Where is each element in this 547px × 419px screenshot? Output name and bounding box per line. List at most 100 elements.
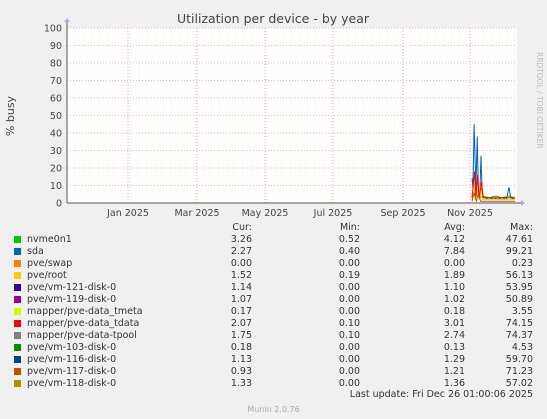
legend-max-value: 59.70 [505,354,533,365]
legend-swatch [14,296,21,303]
y-axis-label: % busy [4,95,17,136]
series-line-pve-vm-117-disk-0 [471,192,515,204]
legend-series-name: mapper/pve-data_tmeta [27,306,143,317]
legend-row: pve/vm-116-disk-0 1.13 0.00 1.29 59.70 [0,354,547,366]
y-tick-label: 40 [50,129,62,140]
legend-avg-value: 0.18 [443,306,465,317]
legend-cur-value: 1.14 [230,282,252,293]
y-tick-label: 10 [50,181,62,192]
legend-row: pve/vm-118-disk-0 1.33 0.00 1.36 57.02 [0,378,547,390]
munin-version: Munin 2.0.76 [247,405,300,414]
legend-series-name: pve/vm-117-disk-0 [27,366,117,377]
legend-max-value: 57.02 [505,378,533,389]
legend-cur-value: 2.27 [230,246,252,257]
series-line-mapper-pve-data-tdata [471,171,515,199]
legend-min-value: 0.10 [338,318,360,329]
legend-min-value: 0.00 [338,378,360,389]
series-line-pve-root [471,181,515,200]
legend-swatch [14,248,21,255]
legend-max-value: 0.23 [511,258,533,269]
legend-series-name: pve/vm-103-disk-0 [27,342,117,353]
y-axis: 0 10 20 30 40 50 60 70 80 90 100 [44,18,70,210]
x-tick-label: Nov 2025 [447,208,493,219]
legend-min-value: 0.00 [338,282,360,293]
legend-row: pve/vm-103-disk-0 0.18 0.00 0.13 4.53 [0,342,547,354]
legend-row: pve/root 1.52 0.19 1.89 56.13 [0,270,547,282]
legend-swatch [14,368,21,375]
legend-swatch [14,380,21,387]
legend-series-name: pve/vm-116-disk-0 [27,354,117,365]
chart-title: Utilization per device - by year [177,11,370,26]
legend-avg-value: 1.36 [443,378,465,389]
legend-max-value: 74.37 [505,330,533,341]
legend-cur-value: 3.26 [230,234,252,245]
legend-max-value: 56.13 [505,270,533,281]
legend-max-value: 4.53 [511,342,533,353]
legend-max-value: 74.15 [505,318,533,329]
legend-header: Cur: Min: Avg: Max: [0,222,547,234]
legend-row: nvme0n1 3.26 0.52 4.12 47.61 [0,234,547,246]
x-tick-label: Mar 2025 [174,208,219,219]
y-tick-label: 100 [44,24,62,35]
legend-cur-value: 0.18 [230,342,252,353]
legend-min-value: 0.00 [338,258,360,269]
legend-min-value: 0.00 [338,306,360,317]
legend-avg-value: 0.13 [443,342,465,353]
legend-series-name: pve/vm-118-disk-0 [27,378,117,389]
legend-max-value: 47.61 [505,234,533,245]
legend-avg-value: 1.10 [443,282,465,293]
legend-swatch [14,236,21,243]
x-axis-arrow [521,200,525,206]
legend-row: pve/vm-121-disk-0 1.14 0.00 1.10 53.95 [0,282,547,294]
legend-avg-value: 0.00 [443,258,465,269]
y-tick-label: 50 [50,111,62,122]
rrdtool-watermark: RRDTOOL / TOBI OETIKER [535,52,544,149]
legend-max-value: 50.89 [505,294,533,305]
x-tick-label: Jan 2025 [106,208,149,219]
legend-cur-value: 1.52 [230,270,252,281]
legend-min-value: 0.00 [338,294,360,305]
legend-swatch [14,332,21,339]
legend-avg-value: 4.12 [443,234,465,245]
y-tick-label: 90 [50,41,62,52]
x-tick-label: Jul 2025 [313,208,353,219]
legend-swatch [14,272,21,279]
legend-cur-value: 1.75 [230,330,252,341]
last-update: Last update: Fri Dec 26 01:00:06 2025 [349,389,533,400]
legend-cur-value: 0.93 [230,366,252,377]
legend-series-name: pve/vm-119-disk-0 [27,294,117,305]
legend-cur-value: 1.33 [230,378,252,389]
y-tick-label: 60 [50,94,62,105]
y-tick-label: 80 [50,59,62,70]
legend-swatch [14,344,21,351]
legend-swatch [14,320,21,327]
legend-avg-value: 1.02 [443,294,465,305]
legend-series-name: mapper/pve-data_tdata [27,318,140,329]
legend-swatch [14,260,21,267]
legend-avg-value: 7.84 [443,246,465,257]
legend-max-value: 71.23 [505,366,533,377]
grid [67,27,517,204]
legend-swatch [14,356,21,363]
legend-series-name: pve/vm-121-disk-0 [27,282,117,293]
legend-swatch [14,284,21,291]
legend-header-min: Min: [339,222,360,233]
legend-min-value: 0.40 [338,246,360,257]
legend-header-max: Max: [510,222,533,233]
legend-series-name: nvme0n1 [27,234,72,245]
legend-min-value: 0.52 [338,234,360,245]
legend-series-name: pve/root [27,270,67,281]
legend-cur-value: 0.17 [230,306,252,317]
x-tick-label: Sep 2025 [380,208,425,219]
legend-row: pve/swap 0.00 0.00 0.00 0.23 [0,258,547,270]
legend-row: mapper/pve-data_tmeta 0.17 0.00 0.18 3.55 [0,306,547,318]
legend-cur-value: 0.00 [230,258,252,269]
series-lines [471,124,516,204]
legend-max-value: 99.21 [505,246,533,257]
legend-min-value: 0.00 [338,354,360,365]
legend-swatch [14,308,21,315]
y-tick-label: 70 [50,76,62,87]
y-tick-label: 20 [50,164,62,175]
legend-avg-value: 1.29 [443,354,465,365]
legend-header-avg: Avg: [444,222,465,233]
